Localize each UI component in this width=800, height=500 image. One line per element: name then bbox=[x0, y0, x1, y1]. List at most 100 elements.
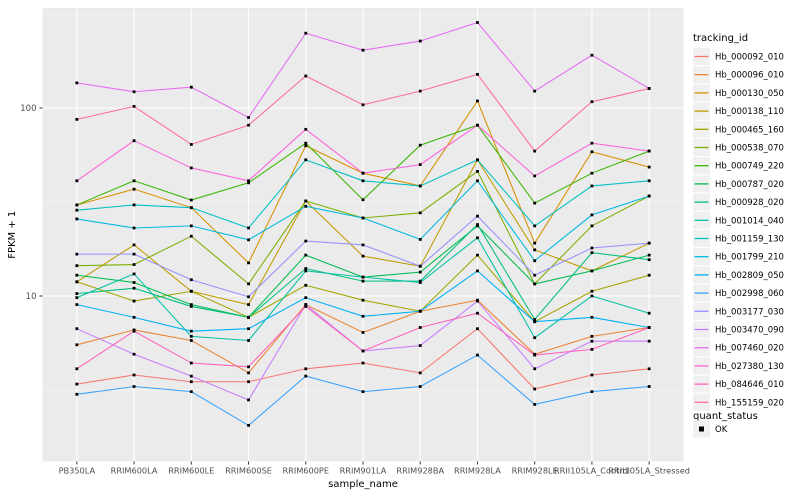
legend-label: Hb_000092_010 bbox=[715, 53, 784, 63]
data-point bbox=[361, 390, 365, 394]
data-point bbox=[418, 211, 422, 215]
data-point bbox=[533, 248, 537, 252]
data-point bbox=[189, 380, 193, 384]
data-point bbox=[476, 327, 479, 331]
data-point bbox=[132, 179, 136, 183]
data-point bbox=[189, 278, 193, 282]
data-point bbox=[132, 252, 136, 256]
data-point bbox=[533, 149, 537, 153]
data-point bbox=[189, 305, 193, 308]
data-point bbox=[75, 367, 79, 371]
x-tick-label: RRIM901LA bbox=[340, 466, 387, 476]
data-point bbox=[304, 367, 308, 371]
data-point bbox=[647, 165, 651, 169]
data-point bbox=[132, 203, 136, 207]
data-point bbox=[590, 334, 594, 338]
data-point bbox=[647, 253, 651, 257]
data-point bbox=[533, 273, 537, 277]
data-point bbox=[304, 283, 308, 287]
data-point bbox=[132, 90, 136, 94]
legend-label: Hb_000096_010 bbox=[715, 71, 784, 81]
data-point bbox=[189, 198, 193, 202]
data-point bbox=[476, 353, 479, 357]
data-point bbox=[75, 117, 79, 121]
data-point bbox=[590, 390, 594, 394]
data-point bbox=[189, 303, 193, 307]
data-point bbox=[132, 187, 136, 191]
data-point bbox=[247, 365, 250, 369]
data-point bbox=[647, 258, 651, 262]
data-point bbox=[533, 320, 537, 324]
data-point bbox=[189, 206, 193, 210]
data-point bbox=[590, 347, 594, 351]
data-point bbox=[304, 74, 308, 78]
x-tick-label: RRIM600LE bbox=[168, 466, 214, 476]
data-point bbox=[247, 398, 250, 402]
data-point bbox=[304, 31, 308, 35]
data-point bbox=[132, 281, 136, 284]
data-point bbox=[75, 208, 79, 212]
legend-label: Hb_000787_020 bbox=[715, 180, 784, 190]
data-point bbox=[247, 380, 250, 384]
data-point bbox=[533, 241, 537, 245]
data-point bbox=[647, 179, 651, 183]
data-point bbox=[304, 269, 308, 273]
data-point bbox=[418, 264, 422, 268]
data-point bbox=[418, 270, 422, 274]
data-point bbox=[590, 373, 594, 377]
data-point bbox=[247, 123, 250, 127]
data-point bbox=[189, 361, 193, 365]
data-point bbox=[533, 403, 537, 406]
data-point bbox=[189, 234, 193, 238]
data-point bbox=[189, 374, 193, 378]
data-point bbox=[361, 243, 365, 247]
data-point bbox=[247, 238, 250, 242]
data-point bbox=[476, 269, 479, 273]
data-point bbox=[418, 143, 422, 147]
data-point bbox=[247, 179, 250, 183]
data-point bbox=[247, 261, 250, 265]
data-point bbox=[304, 253, 308, 257]
data-point bbox=[476, 21, 479, 24]
data-point bbox=[75, 327, 79, 331]
data-point bbox=[132, 243, 136, 247]
data-point bbox=[590, 269, 594, 273]
data-point bbox=[247, 181, 250, 185]
data-point bbox=[418, 238, 422, 241]
data-point bbox=[132, 104, 136, 108]
data-point bbox=[476, 99, 479, 103]
data-point bbox=[361, 179, 365, 183]
data-point bbox=[75, 280, 79, 284]
data-point bbox=[590, 289, 594, 293]
legend-label: Hb_000749_220 bbox=[715, 162, 784, 172]
data-point bbox=[590, 150, 594, 154]
data-point bbox=[590, 171, 594, 175]
x-tick-label: RRIM928LA bbox=[454, 466, 501, 476]
data-point bbox=[647, 385, 651, 388]
legend-label-ok: OK bbox=[715, 425, 728, 435]
data-point bbox=[476, 72, 479, 76]
data-point bbox=[533, 259, 537, 263]
data-point bbox=[304, 141, 308, 145]
data-point bbox=[647, 339, 651, 343]
data-point bbox=[247, 327, 250, 331]
legend-title-tracking-id: tracking_id bbox=[693, 33, 748, 44]
data-point bbox=[75, 217, 79, 221]
data-point bbox=[247, 303, 250, 307]
data-point bbox=[247, 116, 250, 119]
data-point bbox=[247, 226, 250, 230]
data-point bbox=[590, 53, 594, 57]
x-tick-label: RRIM600SE bbox=[225, 466, 272, 476]
data-point bbox=[647, 241, 651, 245]
data-point bbox=[304, 239, 308, 243]
data-point bbox=[304, 374, 308, 378]
data-point bbox=[418, 184, 422, 188]
legend-label: Hb_003177_030 bbox=[715, 307, 784, 317]
data-point bbox=[361, 254, 365, 258]
data-point bbox=[132, 226, 136, 230]
data-point bbox=[533, 174, 537, 178]
data-point bbox=[590, 224, 594, 228]
y-tick-label: 10 bbox=[26, 292, 37, 302]
data-point bbox=[476, 170, 479, 173]
